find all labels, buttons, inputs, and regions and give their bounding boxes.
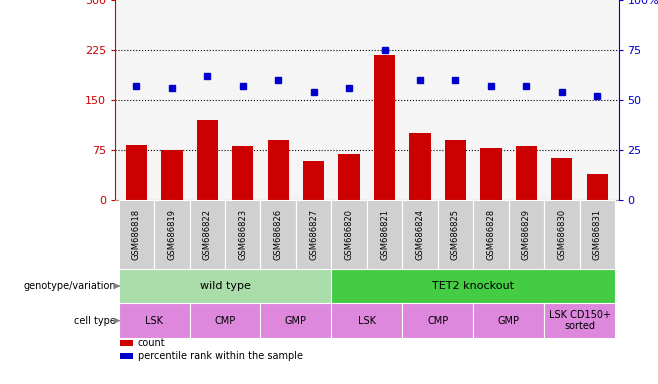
Bar bbox=[303, 161, 324, 200]
Text: CMP: CMP bbox=[215, 316, 236, 326]
Bar bbox=[261, 200, 296, 269]
Bar bbox=[118, 303, 190, 338]
Bar bbox=[374, 55, 395, 200]
Bar bbox=[544, 200, 580, 269]
Bar bbox=[409, 133, 430, 200]
Text: CMP: CMP bbox=[427, 316, 448, 326]
Bar bbox=[118, 200, 154, 269]
Text: GSM686830: GSM686830 bbox=[557, 209, 567, 260]
Bar bbox=[296, 200, 332, 269]
Bar bbox=[332, 200, 367, 269]
Text: GSM686829: GSM686829 bbox=[522, 209, 531, 260]
Text: GSM686822: GSM686822 bbox=[203, 209, 212, 260]
Text: GSM686821: GSM686821 bbox=[380, 209, 389, 260]
Text: percentile rank within the sample: percentile rank within the sample bbox=[138, 351, 303, 361]
Text: wild type: wild type bbox=[199, 281, 251, 291]
Bar bbox=[516, 146, 537, 200]
Bar bbox=[551, 159, 572, 200]
Bar bbox=[118, 269, 332, 303]
Bar bbox=[332, 303, 402, 338]
Text: GSM686828: GSM686828 bbox=[486, 209, 495, 260]
Text: LSK: LSK bbox=[358, 316, 376, 326]
Bar bbox=[126, 145, 147, 200]
Text: LSK: LSK bbox=[145, 316, 163, 326]
Text: LSK CD150+
sorted: LSK CD150+ sorted bbox=[549, 310, 611, 331]
Bar bbox=[580, 200, 615, 269]
Bar bbox=[332, 269, 615, 303]
Text: GSM686823: GSM686823 bbox=[238, 209, 247, 260]
Bar bbox=[197, 120, 218, 200]
Bar bbox=[154, 200, 190, 269]
Bar bbox=[190, 200, 225, 269]
Text: GMP: GMP bbox=[497, 316, 520, 326]
Text: TET2 knockout: TET2 knockout bbox=[432, 281, 514, 291]
Bar bbox=[268, 140, 289, 200]
Text: GSM686825: GSM686825 bbox=[451, 209, 460, 260]
Text: GSM686826: GSM686826 bbox=[274, 209, 283, 260]
Bar bbox=[402, 303, 473, 338]
Text: count: count bbox=[138, 338, 165, 348]
Text: GMP: GMP bbox=[285, 316, 307, 326]
Bar bbox=[587, 174, 608, 200]
Bar bbox=[338, 154, 360, 200]
Bar bbox=[402, 200, 438, 269]
Text: GSM686827: GSM686827 bbox=[309, 209, 318, 260]
Text: cell type: cell type bbox=[74, 316, 116, 326]
Bar bbox=[473, 200, 509, 269]
Bar bbox=[367, 200, 402, 269]
Bar bbox=[190, 303, 261, 338]
Bar bbox=[480, 148, 501, 200]
Bar bbox=[544, 303, 615, 338]
Bar bbox=[120, 340, 133, 346]
Text: GSM686824: GSM686824 bbox=[415, 209, 424, 260]
Text: GSM686819: GSM686819 bbox=[167, 209, 176, 260]
Bar bbox=[438, 200, 473, 269]
Bar bbox=[232, 146, 253, 200]
Bar bbox=[473, 303, 544, 338]
Bar bbox=[161, 150, 182, 200]
Bar bbox=[225, 200, 261, 269]
Text: GSM686831: GSM686831 bbox=[593, 209, 602, 260]
Bar bbox=[120, 353, 133, 359]
Bar bbox=[261, 303, 332, 338]
Text: genotype/variation: genotype/variation bbox=[23, 281, 116, 291]
Text: GSM686818: GSM686818 bbox=[132, 209, 141, 260]
Bar bbox=[509, 200, 544, 269]
Text: GSM686820: GSM686820 bbox=[345, 209, 353, 260]
Bar bbox=[445, 140, 466, 200]
